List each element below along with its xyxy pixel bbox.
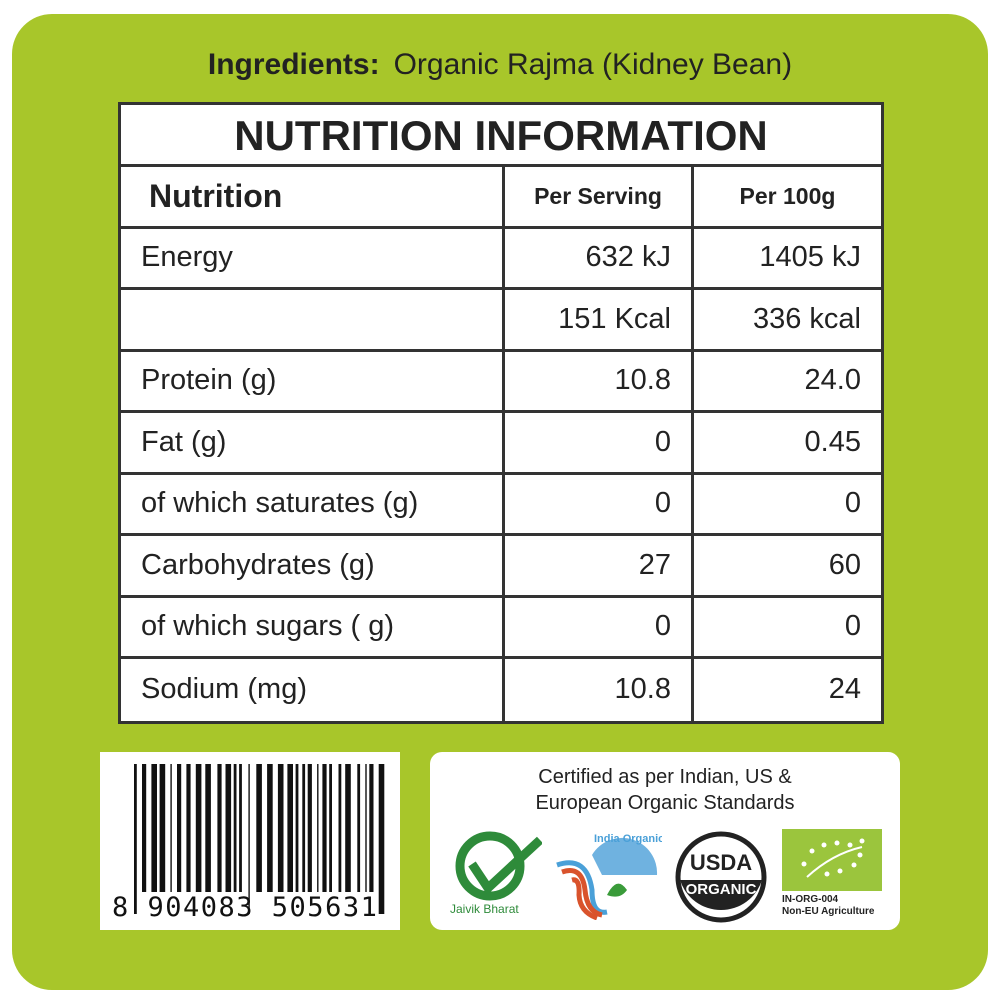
per-100g-value: 1405 kJ [759, 241, 861, 274]
nutrient-name: Fat (g) [121, 413, 505, 472]
nutrient-name: Carbohydrates (g) [121, 536, 505, 595]
per-100g-value: 60 [828, 548, 861, 581]
table-row: of which saturates (g) 0 0 [121, 474, 881, 536]
barcode-bar [170, 764, 172, 892]
nutrient-name: of which sugars ( g) [121, 597, 505, 656]
eu-code-label: IN-ORG-004 Non-EU Agriculture [782, 894, 874, 918]
certification-box: Certified as per Indian, US & European Or… [430, 752, 900, 930]
per-serving-value: 0 [505, 474, 694, 533]
barcode-bar [239, 764, 242, 892]
india-organic-text: India Organic [594, 833, 662, 845]
header-per-100g: Per 100g [739, 182, 836, 209]
usda-organic-logo: USDA ORGANIC [675, 831, 767, 923]
table-row: 151 Kcal 336 kcal [121, 290, 881, 352]
usda-organic-text: ORGANIC [686, 881, 757, 898]
barcode-bar [256, 764, 262, 892]
per-serving-value: 632 kJ [505, 228, 694, 287]
barcode-bar [322, 764, 327, 892]
barcode-bar [338, 764, 342, 892]
nutrient-name [121, 290, 505, 349]
barcode-bar [159, 764, 166, 892]
eu-code: IN-ORG-004 [782, 894, 839, 905]
per-100g-value: 0.45 [804, 425, 861, 458]
per-100g-value: 0 [844, 487, 861, 520]
jaivik-text: Jaivik Bharat [450, 902, 519, 916]
barcode-bar [177, 764, 182, 892]
header-per-serving: Per Serving [505, 167, 694, 226]
barcode-bar [248, 764, 250, 914]
per-serving-value: 0 [505, 597, 694, 656]
india-organic-logo: India Organic [556, 833, 662, 920]
per-serving-value: 10.8 [505, 659, 694, 721]
barcode-bars [134, 764, 385, 914]
table-row: Protein (g) 10.8 24.0 [121, 351, 881, 413]
per-serving-value: 27 [505, 536, 694, 595]
barcode-bar [345, 764, 351, 892]
barcode-bar [195, 764, 202, 892]
barcode-bar [205, 764, 211, 892]
nutrient-name: of which saturates (g) [121, 474, 505, 533]
table-row: Sodium (mg) 10.8 24 [121, 659, 881, 721]
header-nutrition: Nutrition [121, 167, 505, 226]
barcode-bar [233, 764, 237, 892]
barcode-bar [302, 764, 306, 892]
table-row: Energy 632 kJ 1405 kJ [121, 228, 881, 290]
per-100g-value: 336 kcal [752, 302, 861, 335]
nutrient-name: Energy [121, 228, 505, 287]
barcode-bar [295, 764, 299, 892]
table-header: Nutrition Per Serving Per 100g [121, 167, 881, 229]
table-row: of which sugars ( g) 0 0 [121, 597, 881, 659]
barcode-number: 8 904083 505631 [112, 892, 379, 923]
per-100g-value: 0 [844, 610, 861, 643]
cert-text-1: Certified as per Indian, US & [538, 766, 792, 788]
ingredients-value: Organic Rajma (Kidney Bean) [393, 48, 793, 81]
barcode-bar [225, 764, 232, 892]
per-100g-value: 24.0 [804, 364, 861, 397]
per-serving-value: 10.8 [505, 351, 694, 410]
per-serving-value: 0 [505, 413, 694, 472]
barcode-bar [378, 764, 385, 914]
table-row: Fat (g) 0 0.45 [121, 413, 881, 475]
barcode-bar [357, 764, 361, 892]
barcode-bar [277, 764, 284, 892]
barcode-bar [267, 764, 273, 892]
barcode-bar [369, 764, 374, 892]
table-title: NUTRITION INFORMATION [121, 105, 881, 167]
barcode-bar [151, 764, 157, 892]
barcode-bar [329, 764, 332, 892]
barcode-bar [317, 764, 319, 892]
barcode: 8 904083 505631 [100, 752, 400, 930]
barcode-bar [365, 764, 367, 892]
barcode-bar [142, 764, 147, 892]
barcode-bar [287, 764, 293, 892]
jaivik-bharat-logo [455, 831, 542, 901]
barcode-bar [134, 764, 137, 914]
nutrient-name: Sodium (mg) [121, 659, 505, 721]
cert-text-2: European Organic Standards [535, 792, 795, 814]
ingredients-label: Ingredients: [207, 48, 380, 81]
table-row: Carbohydrates (g) 27 60 [121, 536, 881, 598]
ingredients-line: Ingredients: Organic Rajma (Kidney Bean) [0, 48, 1000, 82]
eu-organic-logo [782, 829, 882, 891]
eu-note: Non-EU Agriculture [782, 906, 875, 917]
usda-text: USDA [690, 850, 752, 875]
per-serving-value: 151 Kcal [505, 290, 694, 349]
barcode-bar [217, 764, 222, 892]
nutrition-table: NUTRITION INFORMATION Nutrition Per Serv… [118, 102, 884, 724]
barcode-bar [307, 764, 312, 892]
barcode-bar [186, 764, 191, 892]
nutrient-name: Protein (g) [121, 351, 505, 410]
per-100g-value: 24 [828, 673, 861, 706]
